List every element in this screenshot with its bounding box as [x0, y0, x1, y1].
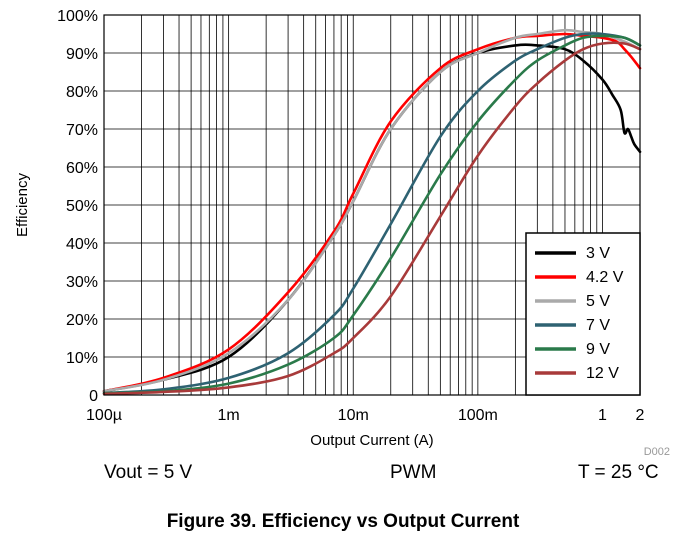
figure-caption: Figure 39. Efficiency vs Output Current	[166, 511, 520, 532]
y-tick-label: 10%	[66, 350, 98, 367]
legend-label: 4.2 V	[586, 269, 624, 286]
x-tick-label: 100µ	[86, 407, 122, 424]
efficiency-chart: 0 10% 20% 30% 40% 50% 60% 70% 80% 90% 100% 100µ 1m 10…	[14, 8, 670, 458]
legend: 3 V 4.2 V 5 V 7 V 9 V 12 V	[525, 232, 641, 396]
y-tick-label: 0	[89, 388, 98, 405]
legend-label: 3 V	[586, 245, 610, 262]
legend-label: 9 V	[586, 341, 610, 358]
legend-label: 12 V	[586, 365, 619, 382]
vout-annotation: Vout = 5 V	[104, 462, 193, 483]
y-tick-label: 90%	[66, 46, 98, 63]
legend-box	[525, 232, 641, 396]
y-tick-label: 70%	[66, 122, 98, 139]
y-tick-label: 30%	[66, 274, 98, 291]
y-tick-label: 80%	[66, 84, 98, 101]
x-axis-title: Output Current (A)	[310, 432, 433, 449]
mode-annotation: PWM	[390, 462, 437, 483]
figure-id-label: D002	[644, 446, 670, 458]
y-tick-label: 100%	[57, 8, 98, 25]
x-tick-label: 2	[636, 407, 645, 424]
series-line-12-v	[102, 41, 642, 396]
legend-label: 5 V	[586, 293, 610, 310]
series-line-9-v	[102, 34, 642, 395]
series-layer	[102, 28, 642, 396]
x-tick-label: 10m	[338, 407, 369, 424]
x-tick-label: 100m	[458, 407, 498, 424]
temperature-annotation: T = 25 °C	[578, 462, 659, 483]
y-axis-title: Efficiency	[14, 173, 31, 237]
y-tick-label: 20%	[66, 312, 98, 329]
legend-label: 7 V	[586, 317, 610, 334]
x-tick-label: 1m	[218, 407, 240, 424]
y-tick-label: 50%	[66, 198, 98, 215]
x-tick-label: 1	[598, 407, 607, 424]
series-line-7-v	[102, 32, 642, 395]
plot-frame	[103, 14, 641, 396]
y-tick-label: 60%	[66, 160, 98, 177]
y-tick-label: 40%	[66, 236, 98, 253]
tick-labels: 0 10% 20% 30% 40% 50% 60% 70% 80% 90% 100% 100µ 1m 10…	[57, 8, 644, 424]
